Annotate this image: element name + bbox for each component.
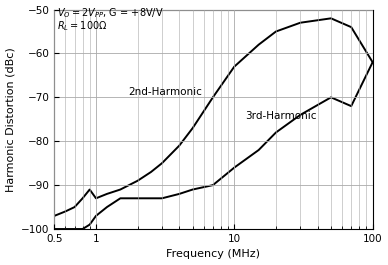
- Text: $V_O = 2V_{PP}$, G = +8V/V: $V_O = 2V_{PP}$, G = +8V/V: [57, 6, 163, 20]
- Y-axis label: Harmonic Distortion (dBc): Harmonic Distortion (dBc): [5, 47, 16, 192]
- X-axis label: Frequency (MHz): Frequency (MHz): [166, 249, 260, 259]
- Text: $R_L = 100\Omega$: $R_L = 100\Omega$: [57, 19, 107, 33]
- Text: 2nd-Harmonic: 2nd-Harmonic: [128, 87, 202, 97]
- Text: 3rd-Harmonic: 3rd-Harmonic: [245, 111, 317, 121]
